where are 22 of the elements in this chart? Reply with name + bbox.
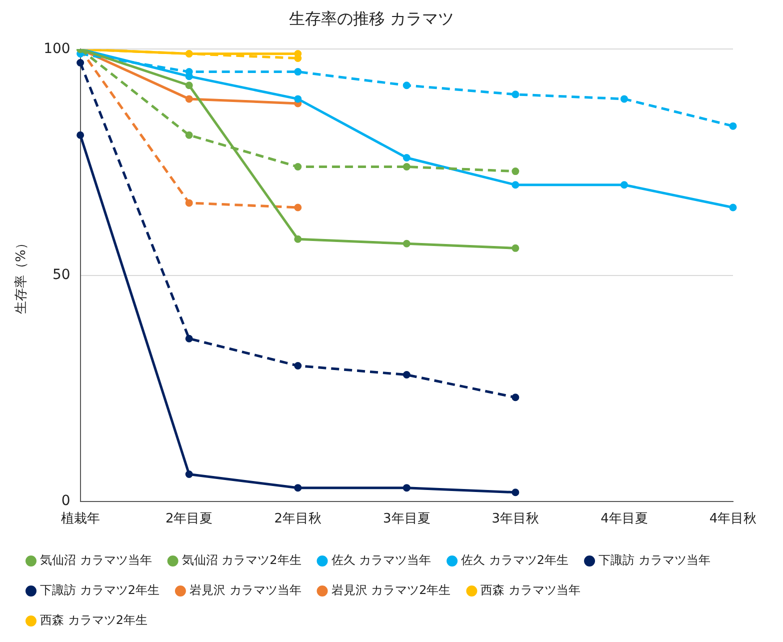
x-tick-label: 植栽年 [60, 512, 100, 527]
legend-label: 下諏訪 カラマツ2年生 [40, 583, 160, 598]
legend-label: 気仙沼 カラマツ2年生 [182, 553, 302, 568]
x-tick-label: 2年目夏 [165, 512, 213, 527]
chart-title: 生存率の推移 カラマツ [288, 8, 454, 28]
x-tick-label: 2年目秋 [274, 512, 322, 527]
x-tick-label: 4年目夏 [600, 512, 648, 527]
y-axis-title: 生存率（%） [13, 236, 30, 314]
legend-label: 気仙沼 カラマツ当年 [40, 553, 152, 568]
y-tick-label: 0 [61, 493, 70, 510]
legend-label: 佐久 カラマツ2年生 [461, 553, 569, 568]
x-tick-label: 3年目夏 [383, 512, 430, 527]
y-tick-label: 50 [52, 266, 70, 283]
legend-label: 西森 カラマツ2年生 [40, 613, 148, 628]
x-tick-label: 4年目秋 [709, 512, 757, 527]
legend-label: 下諏訪 カラマツ当年 [598, 553, 710, 568]
legend-label: 岩見沢 カラマツ当年 [189, 583, 302, 598]
legend-label: 佐久 カラマツ当年 [331, 553, 432, 568]
legend-label: 西森 カラマツ当年 [480, 583, 581, 598]
legend-label: 岩見沢 カラマツ2年生 [331, 583, 451, 598]
y-tick-label: 100 [44, 40, 70, 57]
x-tick-label: 3年目秋 [492, 512, 540, 527]
